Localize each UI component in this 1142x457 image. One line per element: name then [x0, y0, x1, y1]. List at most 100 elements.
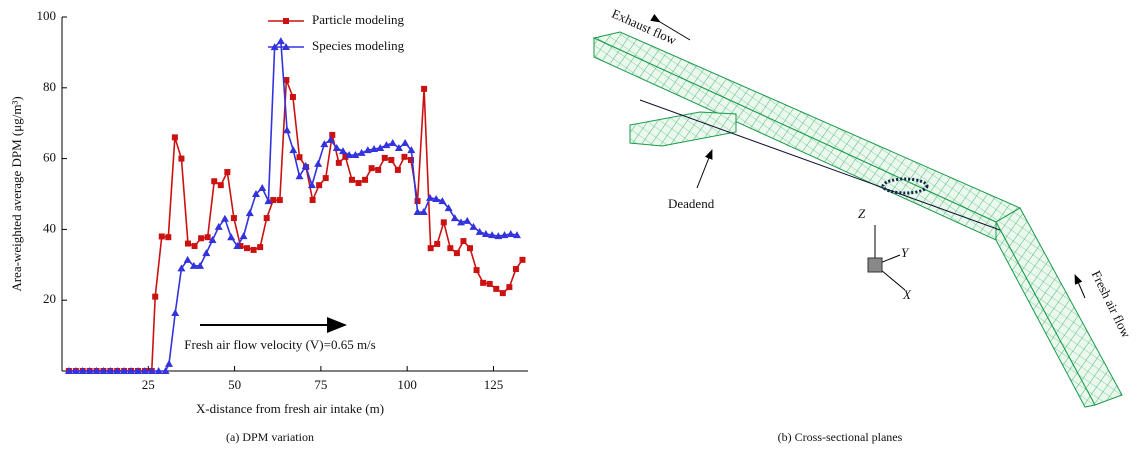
marker — [493, 286, 499, 292]
marker — [320, 140, 328, 147]
marker — [519, 257, 525, 263]
axis-z: Z — [858, 206, 866, 221]
marker — [227, 233, 235, 240]
marker — [295, 172, 303, 179]
marker — [451, 214, 459, 221]
legend-label: Particle modeling — [312, 12, 405, 27]
marker — [152, 294, 158, 300]
caption-b: (b) Cross-sectional planes — [778, 430, 903, 444]
marker — [224, 169, 230, 175]
marker — [218, 182, 224, 188]
y-tick-label: 40 — [43, 220, 56, 235]
fresh-label: Fresh air flow — [1089, 268, 1135, 341]
caption-a: (a) DPM variation — [226, 430, 314, 444]
marker — [401, 154, 407, 160]
x-tick-label: 25 — [142, 377, 155, 392]
marker — [221, 215, 229, 222]
duct-lower-side — [996, 222, 1095, 407]
axis-x: X — [902, 287, 912, 302]
marker — [441, 219, 447, 225]
marker — [172, 134, 178, 140]
marker — [211, 178, 217, 184]
marker — [467, 245, 473, 251]
duct-lower-top — [996, 208, 1122, 405]
marker — [507, 230, 515, 237]
marker — [314, 160, 322, 167]
marker — [480, 280, 486, 286]
y-tick-label: 80 — [43, 79, 56, 94]
marker — [231, 215, 237, 221]
marker — [395, 167, 401, 173]
series-line — [69, 41, 517, 371]
marker — [310, 197, 316, 203]
marker — [316, 182, 322, 188]
marker — [356, 180, 362, 186]
chart-a: 20 40 60 80 100 25 50 75 100 125 Particle modeling… — [37, 8, 529, 392]
marker — [375, 167, 381, 173]
marker — [388, 157, 394, 163]
marker — [178, 156, 184, 162]
marker — [389, 139, 397, 146]
x-tick-label: 50 — [228, 377, 241, 392]
marker — [447, 245, 453, 251]
marker — [192, 243, 198, 249]
y-axis-label: Area-weighted average DPM (μg/m³) — [9, 96, 24, 291]
marker — [277, 197, 283, 203]
series-line — [69, 80, 523, 371]
y-tick-label: 20 — [43, 291, 56, 306]
marker — [171, 309, 179, 316]
marker — [290, 94, 296, 100]
marker — [251, 247, 257, 253]
marker — [487, 281, 493, 287]
marker — [198, 235, 204, 241]
marker — [336, 160, 342, 166]
deadend-arrow — [697, 150, 712, 188]
marker — [159, 233, 165, 239]
legend-label: Species modeling — [312, 38, 405, 53]
marker — [460, 238, 466, 244]
axis-y: Y — [901, 245, 910, 260]
marker — [323, 175, 329, 181]
marker — [474, 267, 480, 273]
y-tick-label: 60 — [43, 150, 56, 165]
marker — [421, 86, 427, 92]
marker — [296, 154, 302, 160]
x-tick-label: 100 — [397, 377, 417, 392]
x-tick-label: 75 — [314, 377, 327, 392]
marker — [283, 18, 289, 24]
annotation: Fresh air flow velocity (V)=0.65 m/s — [184, 337, 375, 352]
marker — [500, 290, 506, 296]
marker — [257, 244, 263, 250]
marker — [426, 194, 434, 201]
marker — [277, 37, 285, 44]
deadend-label: Deadend — [668, 196, 715, 211]
marker — [289, 146, 297, 153]
marker — [428, 245, 434, 251]
marker — [513, 266, 519, 272]
marker — [205, 234, 211, 240]
marker — [258, 184, 266, 191]
marker — [240, 232, 248, 239]
marker — [434, 241, 440, 247]
marker — [362, 177, 368, 183]
marker — [246, 209, 254, 216]
marker — [244, 245, 250, 251]
marker — [454, 250, 460, 256]
marker — [463, 217, 471, 224]
marker — [349, 177, 355, 183]
marker — [401, 139, 409, 146]
marker — [382, 155, 388, 161]
x-tick-label: 125 — [484, 377, 504, 392]
marker — [264, 215, 270, 221]
marker — [369, 165, 375, 171]
marker — [165, 360, 173, 367]
fresh-arrow — [1075, 275, 1085, 298]
figure: 20 40 60 80 100 25 50 75 100 125 Particle modeling… — [0, 0, 1142, 452]
marker — [185, 241, 191, 247]
marker — [184, 256, 192, 263]
y-tick-label: 100 — [37, 8, 57, 23]
marker — [165, 234, 171, 240]
marker — [202, 249, 210, 256]
marker — [506, 284, 512, 290]
x-axis-label: X-distance from fresh air intake (m) — [196, 401, 384, 416]
